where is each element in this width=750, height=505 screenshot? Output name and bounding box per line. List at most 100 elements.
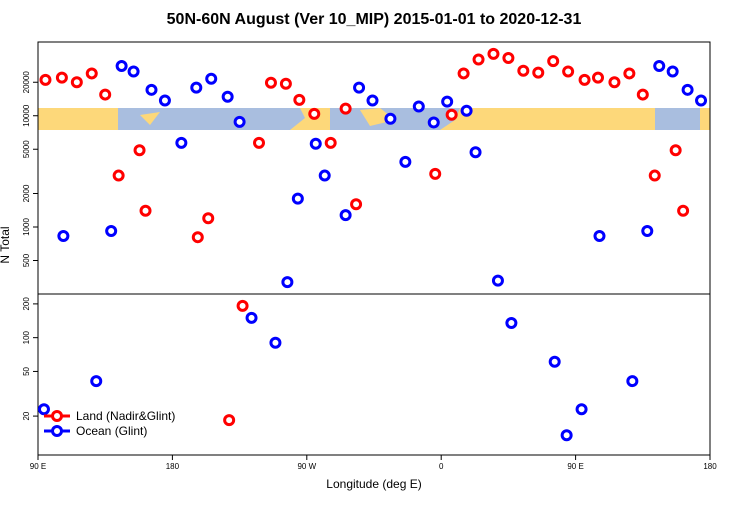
point (279, 77, 292, 90)
point (472, 53, 485, 66)
y-tick-label: 100 (22, 330, 31, 344)
x-tick-label: 90 E (30, 462, 46, 471)
point (309, 137, 322, 150)
point (205, 72, 218, 85)
point (133, 144, 146, 157)
point (291, 192, 304, 205)
point (648, 169, 661, 182)
x-axis-label: Longitude (deg E) (326, 477, 421, 491)
point (127, 65, 140, 78)
point (427, 116, 440, 129)
point (293, 93, 306, 106)
point (517, 64, 530, 77)
point (623, 67, 636, 80)
y-tick-label: 1000 (22, 218, 31, 236)
y-axis-label: N Total (0, 226, 12, 263)
point (560, 429, 573, 442)
x-tick-label: 90 W (297, 462, 316, 471)
x-tick-label: 90 E (567, 462, 583, 471)
point (281, 276, 294, 289)
y-tick-label: 10000 (22, 104, 31, 127)
legend-label: Land (Nadir&Glint) (76, 409, 175, 423)
point (253, 136, 266, 149)
bottom-frame (37, 293, 711, 456)
point (366, 94, 379, 107)
point (57, 230, 70, 243)
point (547, 55, 560, 68)
point (70, 76, 83, 89)
y-tick-label: 500 (22, 253, 31, 267)
point (175, 136, 188, 149)
point (233, 115, 246, 128)
point (90, 375, 103, 388)
point (469, 146, 482, 159)
legend-marker (51, 425, 63, 437)
y-tick-label: 5000 (22, 140, 31, 158)
point (55, 71, 68, 84)
point (353, 81, 366, 94)
point (350, 198, 363, 211)
point (339, 209, 352, 222)
point (105, 225, 118, 238)
point (37, 403, 50, 416)
point (681, 83, 694, 96)
point (641, 225, 654, 238)
point (578, 73, 591, 86)
point (245, 311, 258, 324)
point (399, 155, 412, 168)
x-tick-label: 0 (439, 462, 444, 471)
map-strip (38, 108, 710, 130)
point (269, 336, 282, 349)
point (99, 88, 112, 101)
legend-marker (51, 410, 63, 422)
point (308, 107, 321, 120)
x-tick-label: 180 (166, 462, 180, 471)
point (339, 102, 352, 115)
y-tick-label: 2000 (22, 184, 31, 202)
point (653, 59, 666, 72)
point (221, 90, 234, 103)
point (608, 76, 621, 89)
point (429, 167, 442, 180)
y-tick-label: 200 (22, 297, 31, 311)
point (592, 71, 604, 84)
point (460, 104, 473, 117)
point (562, 65, 575, 78)
point (384, 112, 397, 125)
point (158, 94, 171, 107)
point (695, 94, 708, 107)
y-tick-label: 20 (22, 411, 31, 420)
point (324, 136, 337, 149)
y-tick-label: 50 (22, 366, 31, 375)
point (491, 274, 504, 287)
point (532, 66, 545, 79)
point (202, 212, 215, 225)
point (636, 88, 649, 101)
point (457, 67, 470, 80)
point (412, 100, 425, 113)
y-tick-label: 20000 (22, 71, 31, 94)
legend-label: Ocean (Glint) (76, 424, 147, 438)
point (85, 67, 98, 80)
point (236, 299, 249, 312)
point (112, 169, 125, 182)
x-tick-label: 180 (703, 462, 717, 471)
point (626, 375, 639, 388)
point (115, 59, 128, 72)
point (666, 65, 679, 78)
point (223, 414, 236, 427)
point (190, 81, 203, 94)
point (575, 403, 588, 416)
point (548, 355, 561, 368)
point (505, 317, 518, 330)
point (318, 169, 331, 182)
point (191, 231, 204, 244)
point (593, 230, 606, 243)
point (487, 47, 500, 60)
point (677, 204, 690, 217)
point (139, 204, 152, 217)
point (441, 95, 454, 108)
point (39, 73, 52, 86)
